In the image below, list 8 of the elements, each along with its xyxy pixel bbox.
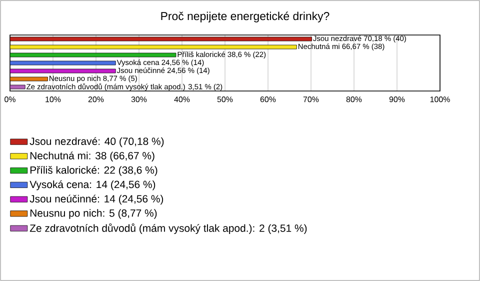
- chart-title: Proč nepijete energetické drinky?: [161, 12, 330, 22]
- legend-label: Příliš kalorické: 22 (38,6 %): [30, 166, 158, 176]
- legend-label: Nechutná mi: 38 (66,67 %): [30, 152, 154, 162]
- legend-label: Neusnu po nich: 5 (8,77 %): [30, 209, 157, 219]
- legend-label: Jsou nezdravé: 40 (70,18 %): [30, 137, 164, 148]
- legend-label: Ze zdravotních důvodů (mám vysoký tlak apod.): 2 (3,51 %): [30, 223, 307, 234]
- legend-label: Vysoká cena: 14 (24,56 %): [30, 180, 156, 190]
- legend-label: Jsou neúčinné: 14 (24,56 %): [30, 194, 164, 205]
